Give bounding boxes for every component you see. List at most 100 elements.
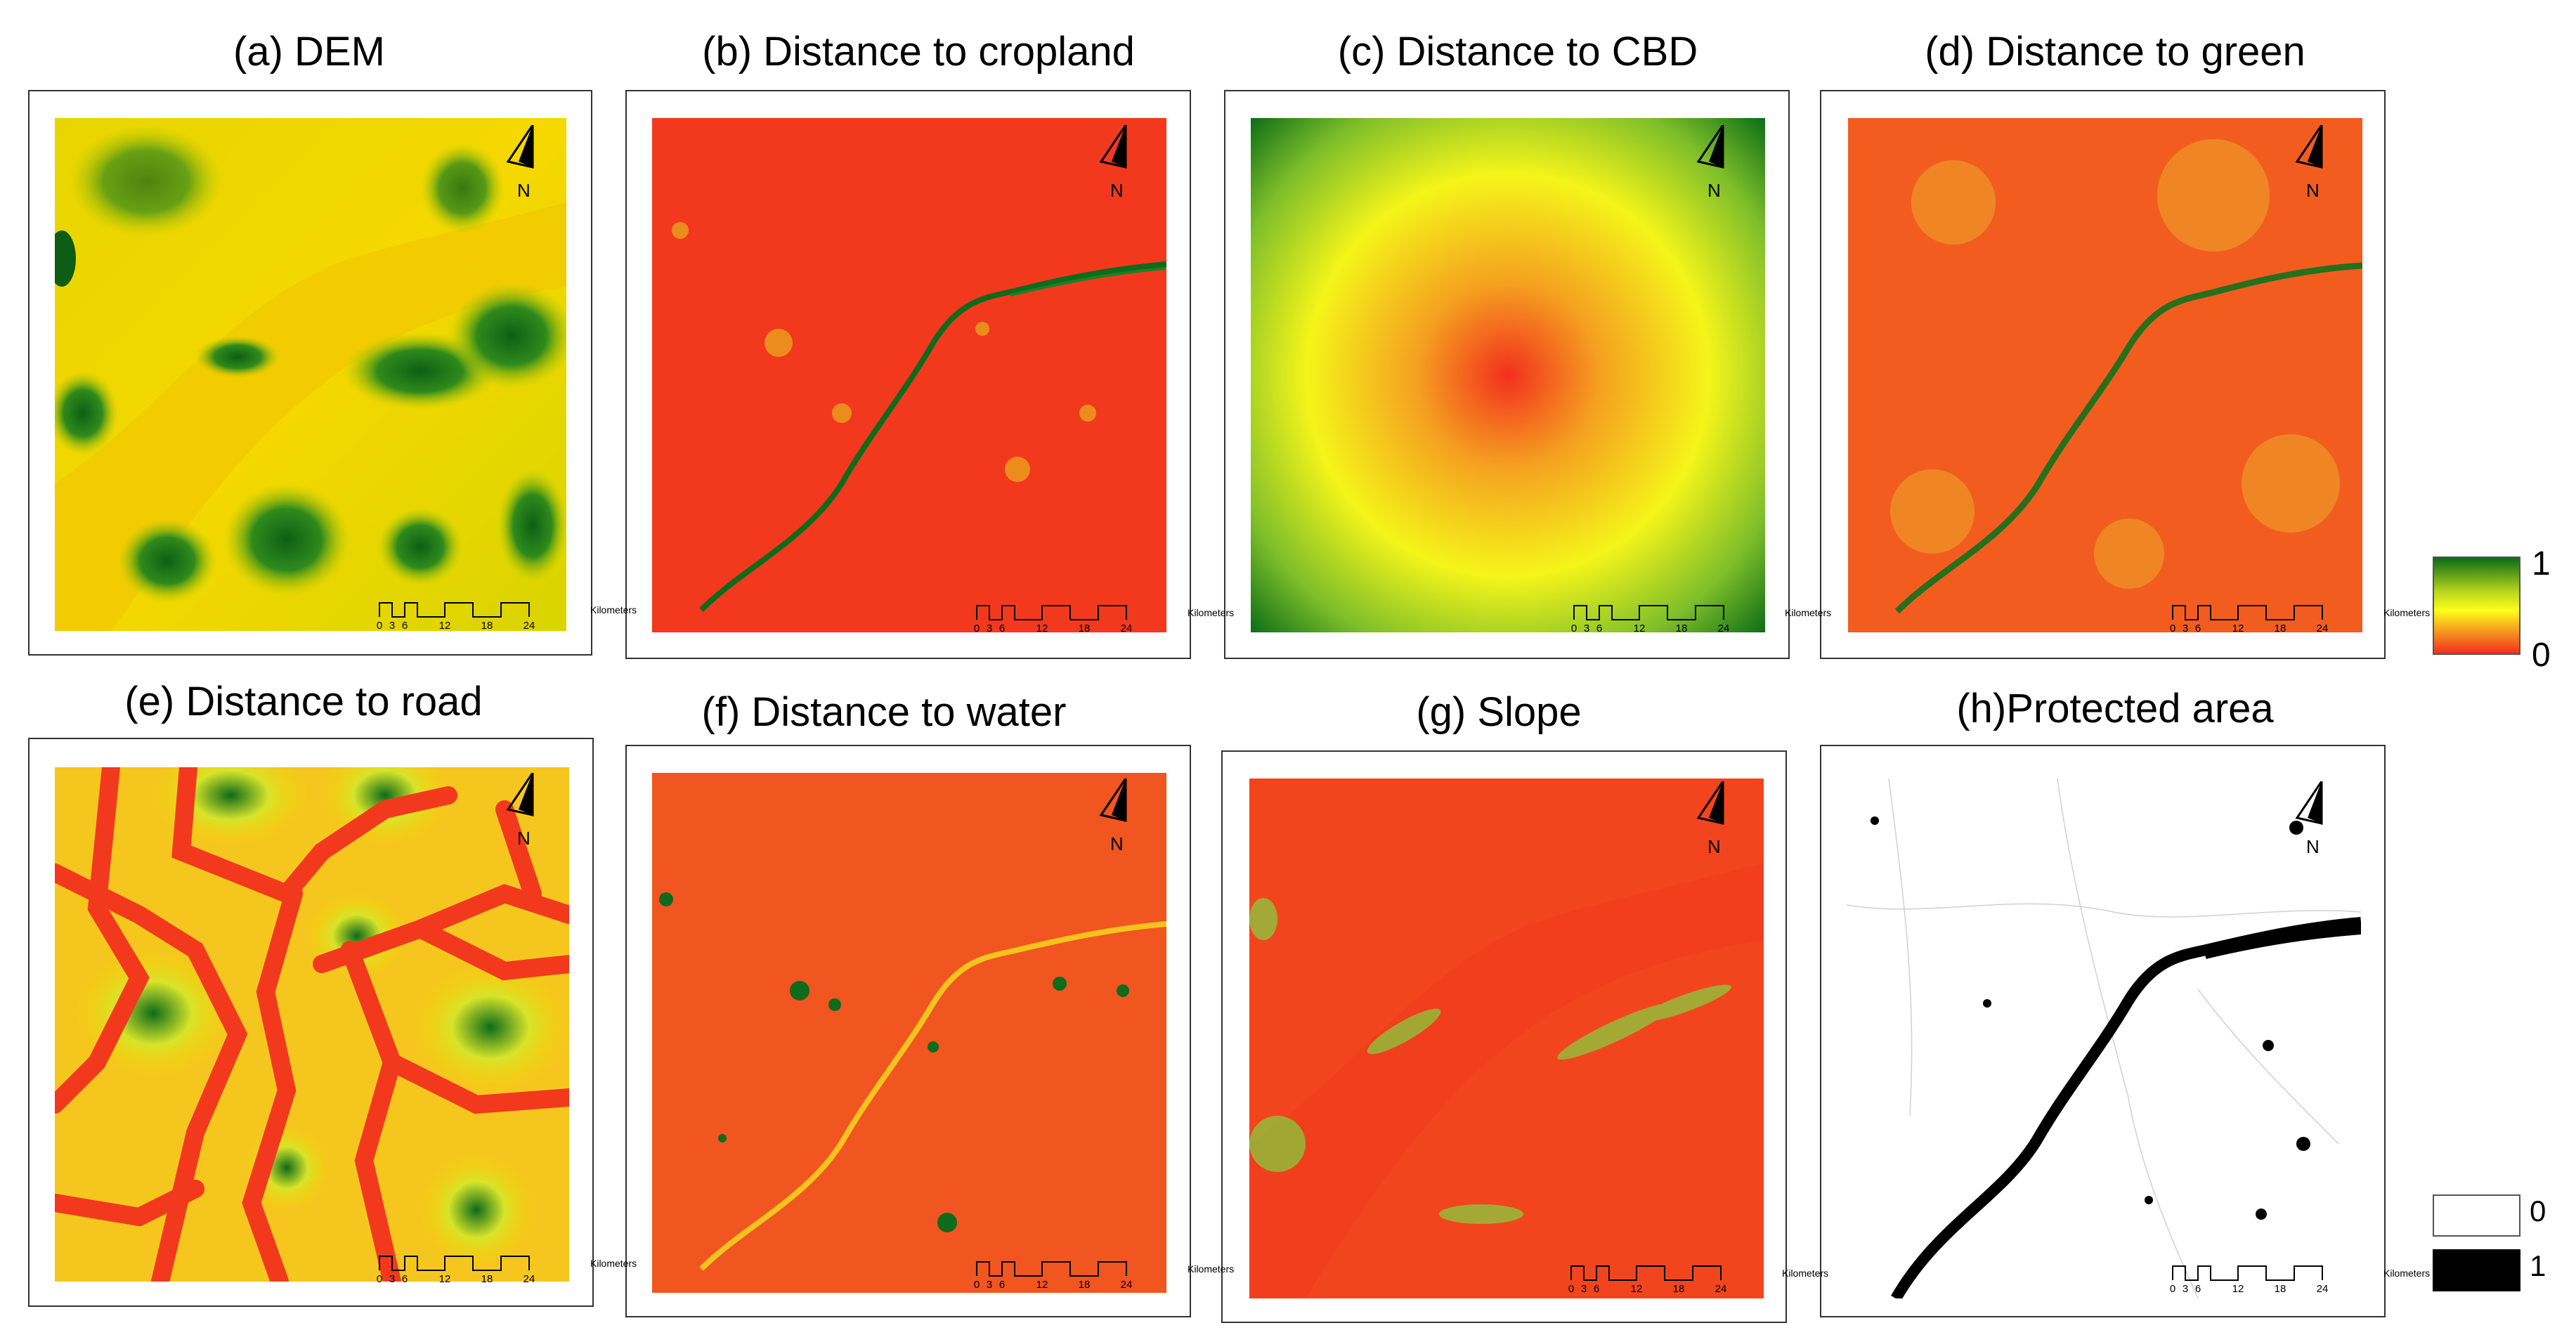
scale-tick: 12 [1630, 1283, 1643, 1295]
panel-title-c: (c) Distance to CBD [1337, 29, 1698, 74]
legend-binary-1 [2433, 1249, 2520, 1291]
scale-tick: 24 [523, 1273, 535, 1285]
scale-tick: 3 [2182, 1283, 2189, 1295]
north-arrow-d: N [2294, 122, 2336, 202]
north-arrow-icon [506, 122, 534, 169]
north-arrow-icon [2295, 122, 2323, 169]
north-arrow-icon [1696, 778, 1724, 825]
panel-title-g: (g) Slope [1416, 689, 1582, 735]
legend-min-label: 0 [2532, 637, 2551, 674]
north-label: N [2306, 180, 2320, 201]
scale-tick: 12 [438, 1273, 451, 1285]
scale-bar-icon [1570, 1265, 1722, 1281]
scale-tick: 3 [986, 1279, 993, 1291]
scale-bar-h: 0 3 6 12 18 24 Kilometers [2170, 1259, 2466, 1308]
map-dem [55, 118, 566, 631]
legend-binary-0 [2433, 1194, 2520, 1237]
scale-tick: 3 [1580, 1283, 1587, 1295]
panel-title-d: (d) Distance to green [1925, 29, 2305, 74]
scale-tick: 18 [2274, 623, 2286, 634]
north-arrow-e: N [505, 769, 547, 850]
scale-tick: 12 [1036, 1279, 1048, 1291]
scale-tick: 12 [2232, 623, 2244, 634]
scale-tick: 24 [1717, 623, 1730, 634]
scale-unit-label: Kilometers [1188, 607, 1235, 618]
scale-bar-e: 0 3 6 12 18 24 Kilometers [376, 1249, 673, 1298]
scale-tick: 6 [998, 1279, 1006, 1291]
scale-bar-icon [976, 605, 1127, 620]
scale-tick: 6 [401, 1273, 408, 1285]
legend-gradient-bar [2433, 556, 2520, 655]
scale-tick: 18 [2274, 1283, 2286, 1295]
scale-tick: 12 [438, 620, 451, 632]
scale-bar-f: 0 3 6 12 18 24 Kilometers [973, 1255, 1270, 1304]
north-label: N [1707, 180, 1721, 201]
north-arrow-icon [2295, 778, 2323, 825]
scale-unit-label: Kilometers [2383, 607, 2431, 618]
scale-tick: 18 [1675, 623, 1688, 634]
scale-tick: 0 [1568, 1283, 1575, 1295]
map-distance-to-water [652, 773, 1166, 1293]
scale-tick: 24 [1120, 1279, 1133, 1291]
panel-title-f: (f) Distance to water [701, 689, 1067, 735]
north-arrow-icon [506, 769, 534, 816]
scale-tick: 12 [2232, 1283, 2244, 1295]
scale-bar-icon [379, 602, 530, 618]
scale-unit-label: Kilometers [1785, 607, 1832, 618]
scale-tick: 6 [2194, 623, 2201, 634]
panel-title-e: (e) Distance to road [124, 679, 483, 724]
scale-tick: 18 [481, 1273, 493, 1285]
north-label: N [1110, 833, 1124, 854]
scale-tick: 6 [998, 623, 1006, 634]
scale-tick: 18 [1078, 1279, 1091, 1291]
scale-tick: 18 [481, 620, 493, 632]
scale-tick: 12 [1633, 623, 1646, 634]
scale-tick: 18 [1672, 1283, 1685, 1295]
scale-unit-label: Kilometers [1782, 1268, 1829, 1279]
north-arrow-icon [1099, 775, 1127, 822]
scale-tick: 6 [401, 620, 408, 632]
scale-tick: 12 [1036, 623, 1048, 634]
north-arrow-a: N [505, 122, 547, 202]
scale-tick: 24 [2316, 1283, 2329, 1295]
scale-tick: 3 [389, 620, 396, 632]
north-label: N [1707, 836, 1721, 857]
panel-title-a: (a) DEM [233, 29, 385, 74]
scale-tick: 24 [2316, 623, 2329, 634]
scale-tick: 24 [1715, 1283, 1727, 1295]
scale-bar-icon [379, 1256, 530, 1271]
legend-binary-1-label: 1 [2530, 1249, 2546, 1282]
scale-tick: 0 [2169, 623, 2176, 634]
scale-tick: 24 [1120, 623, 1133, 634]
north-arrow-g: N [1695, 778, 1737, 859]
north-label: N [517, 828, 531, 849]
scale-bar-icon [976, 1261, 1127, 1277]
map-distance-to-cropland [652, 118, 1166, 632]
scale-bar-icon [1573, 605, 1724, 620]
north-arrow-f: N [1098, 775, 1140, 856]
scale-unit-label: Kilometers [590, 1258, 637, 1269]
north-label: N [1110, 180, 1124, 201]
scale-bar-g: 0 3 6 12 18 24 Kilometers [1568, 1259, 1865, 1308]
north-arrow-icon [1696, 122, 1724, 169]
legend-binary-0-label: 0 [2530, 1194, 2546, 1227]
panel-title-h: (h)Protected area [1956, 686, 2274, 731]
north-arrow-b: N [1098, 122, 1140, 202]
scale-tick: 0 [973, 1279, 980, 1291]
scale-bar-a: 0 3 6 12 18 24 Kilometers [376, 596, 673, 645]
map-slope [1249, 779, 1764, 1298]
scale-bar-icon [2172, 605, 2323, 620]
scale-tick: 6 [2194, 1283, 2201, 1295]
north-arrow-c: N [1695, 122, 1737, 202]
map-distance-to-road [55, 767, 569, 1282]
north-label: N [517, 180, 531, 201]
scale-bar-b: 0 3 6 12 18 24 Kilometers [974, 599, 1270, 648]
scale-tick: 0 [1570, 623, 1578, 634]
scale-unit-label: Kilometers [590, 604, 637, 615]
scale-unit-label: Kilometers [1188, 1263, 1235, 1275]
north-arrow-icon [1099, 122, 1127, 169]
scale-tick: 0 [376, 620, 383, 632]
scale-tick: 0 [376, 1273, 383, 1285]
panel-title-b: (b) Distance to cropland [702, 29, 1135, 74]
scale-tick: 3 [2182, 623, 2189, 634]
